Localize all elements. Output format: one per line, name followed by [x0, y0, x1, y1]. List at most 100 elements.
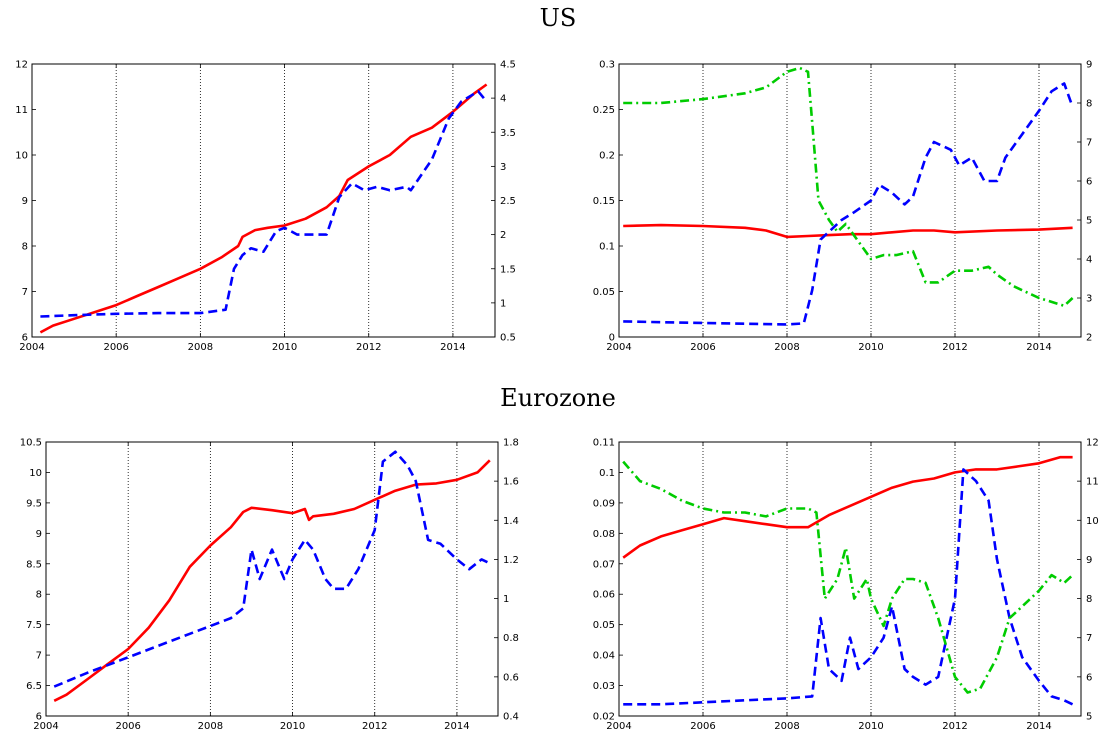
y-right-tick-label: 7 — [1086, 633, 1092, 644]
y-right-tick-label: 12 — [1086, 438, 1099, 449]
y-right-tick-label: 1.8 — [503, 438, 519, 449]
series-line-dashdot — [622, 460, 1074, 694]
y-right-tick-label: 8 — [1086, 99, 1092, 110]
y-left-tick-label: 0.08 — [593, 529, 615, 540]
y-right-tick-label: 2 — [1086, 333, 1092, 344]
series-line-dashed — [40, 89, 488, 318]
x-tick-label: 2008 — [188, 342, 213, 353]
y-right-tick-label: 0.8 — [503, 633, 519, 644]
y-right-tick-label: 6 — [1086, 177, 1092, 188]
y-right-tick-label: 3 — [1086, 294, 1092, 305]
x-tick-label: 2012 — [942, 342, 967, 353]
y-left-tick-label: 12 — [15, 60, 28, 71]
y-left-tick-label: 8.5 — [26, 559, 42, 570]
y-left-tick-label: 9 — [36, 529, 42, 540]
plot-frame — [618, 441, 1082, 717]
plot-frame — [618, 63, 1082, 338]
y-right-tick-label: 10 — [1086, 516, 1099, 527]
y-left-tick-label: 8 — [36, 590, 42, 601]
y-right-tick-label: 3 — [500, 162, 506, 173]
chart-eurozone-right: 2004 2006 2008 2010 2012 2014 0.02 0.03 0.04 0.05… — [593, 438, 1099, 733]
y-left-tick-label: 10 — [29, 468, 42, 479]
x-tick-label: 2006 — [690, 342, 715, 353]
y-left-tick-label: 11 — [15, 105, 28, 116]
y-left-tick-label: 0.25 — [593, 105, 615, 116]
y-left-tick-label: 0.05 — [593, 620, 615, 631]
y-left-tick-label: 0.06 — [593, 590, 615, 601]
y-left-tick-label: 0.02 — [593, 712, 615, 723]
y-right-tick-label: 4 — [1086, 255, 1092, 266]
series-line-solid — [53, 459, 491, 702]
section-title-eurozone: Eurozone — [500, 384, 616, 412]
x-tick-label: 2012 — [942, 721, 967, 732]
y-right-tick-label: 1 — [503, 594, 509, 605]
y-right-tick-label: 6 — [1086, 672, 1092, 683]
chart-us-right: 2004 2006 2008 2010 2012 2014 0 0.05 0.1 0.15 0.2 0… — [593, 60, 1093, 354]
series-line-dashdot — [623, 66, 1074, 308]
x-tick-label: 2006 — [115, 721, 140, 732]
x-tick-label: 2004 — [606, 342, 631, 353]
x-tick-label: 2008 — [198, 721, 223, 732]
y-left-tick-label: 6 — [36, 712, 42, 723]
y-left-tick-label: 6 — [22, 333, 28, 344]
x-tick-label: 2006 — [103, 342, 128, 353]
y-left-tick-label: 0.04 — [593, 651, 615, 662]
y-right-tick-label: 9 — [1086, 60, 1092, 71]
chart-us-left: 2004 2006 2008 2010 2012 2014 6 7 8 9 10 11 12 0.5 1 1.… — [15, 60, 516, 354]
x-tick-label: 2008 — [774, 721, 799, 732]
y-right-tick-label: 7 — [1086, 138, 1092, 149]
y-left-tick-label: 0.1 — [599, 242, 615, 253]
y-right-tick-label: 1.4 — [503, 516, 519, 527]
y-left-tick-label: 10.5 — [20, 438, 42, 449]
x-tick-label: 2014 — [1026, 721, 1051, 732]
y-left-tick-label: 0.05 — [593, 287, 615, 298]
chart-eurozone-left: 2004 2006 2008 2010 2012 2014 6 6.5 7 7.5 8 8.5 9 9.5… — [20, 438, 519, 733]
x-tick-label: 2010 — [858, 721, 883, 732]
y-left-tick-label: 0.11 — [593, 438, 615, 449]
x-tick-label: 2014 — [440, 342, 465, 353]
y-left-tick-label: 6.5 — [26, 681, 42, 692]
y-left-tick-label: 0.03 — [593, 681, 615, 692]
y-left-tick-label: 9 — [22, 196, 28, 207]
series-line-solid — [39, 83, 488, 334]
y-left-tick-label: 0 — [609, 333, 615, 344]
y-right-tick-label: 8 — [1086, 594, 1092, 605]
y-left-tick-label: 0.09 — [593, 498, 615, 509]
y-right-tick-label: 9 — [1086, 555, 1092, 566]
y-right-tick-label: 2.5 — [500, 196, 516, 207]
y-left-tick-label: 10 — [15, 151, 28, 162]
y-left-tick-label: 9.5 — [26, 498, 42, 509]
series-line-dashed — [623, 468, 1074, 706]
y-right-tick-label: 1.6 — [503, 477, 519, 488]
series-line-solid — [623, 223, 1073, 239]
y-left-tick-label: 7 — [36, 651, 42, 662]
x-tick-label: 2012 — [362, 721, 387, 732]
x-tick-label: 2004 — [19, 342, 44, 353]
x-tick-label: 2014 — [1026, 342, 1051, 353]
series-line-solid — [622, 455, 1073, 559]
y-left-tick-label: 0.07 — [593, 559, 615, 570]
y-right-tick-label: 0.5 — [500, 333, 516, 344]
y-right-tick-label: 2 — [500, 230, 506, 241]
x-tick-label: 2006 — [690, 721, 715, 732]
y-right-tick-label: 5 — [1086, 712, 1092, 723]
plot-frame — [31, 63, 496, 338]
y-left-tick-label: 0.2 — [599, 151, 615, 162]
section-title-us: US — [539, 4, 577, 32]
y-left-tick-label: 7 — [22, 287, 28, 298]
y-left-tick-label: 8 — [22, 242, 28, 253]
y-right-tick-label: 1 — [500, 298, 506, 309]
y-right-tick-label: 0.4 — [503, 712, 519, 723]
x-tick-label: 2004 — [606, 721, 631, 732]
x-tick-label: 2004 — [33, 721, 58, 732]
y-left-tick-label: 0.3 — [599, 60, 615, 71]
y-right-tick-label: 4 — [500, 94, 506, 105]
series-line-dashed — [53, 450, 491, 688]
y-right-tick-label: 0.6 — [503, 672, 519, 683]
y-left-tick-label: 0.1 — [599, 468, 615, 479]
y-right-tick-label: 3.5 — [500, 128, 516, 139]
y-right-tick-label: 1.2 — [503, 555, 519, 566]
series-line-dashed — [623, 82, 1074, 326]
y-right-tick-label: 11 — [1086, 477, 1099, 488]
x-tick-label: 2010 — [272, 342, 297, 353]
